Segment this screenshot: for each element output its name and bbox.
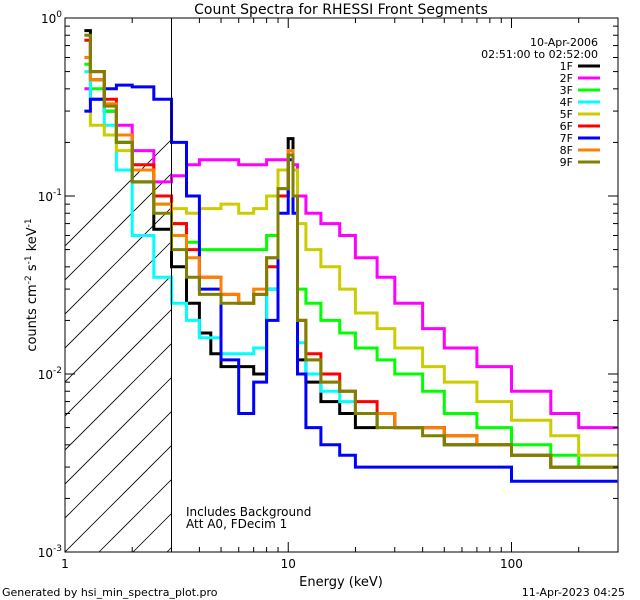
chart-title: Count Spectra for RHESSI Front Segments: [194, 2, 488, 18]
legend-label-2f: 2F: [560, 72, 573, 85]
series-line-2f: [84, 87, 618, 430]
x-axis-label: Energy (keV): [299, 575, 383, 590]
plot-frame: [64, 17, 619, 553]
y-tick-label: 10-1: [38, 188, 62, 204]
y-tick-label: 10-2: [38, 366, 62, 382]
series-layer: [84, 29, 618, 483]
time-range-label: 02:51:00 to 02:52:00: [481, 48, 598, 61]
legend-label-3f: 3F: [560, 84, 573, 97]
legend-label-7f: 7F: [560, 132, 573, 145]
series-line-9f: [84, 33, 618, 469]
axis-ticks: 1 10 100 10-3 10-2 10-1 100: [38, 10, 619, 571]
legend-label-5f: 5F: [560, 108, 573, 121]
x-tick-label: 100: [500, 557, 523, 571]
legend-label-9f: 9F: [560, 156, 573, 169]
legend-label-4f: 4F: [560, 96, 573, 109]
annotation-background: Includes Background: [186, 505, 311, 519]
legend-label-6f: 6F: [560, 120, 573, 133]
date-label: 10-Apr-2006: [530, 36, 598, 49]
y-tick-label: 10-3: [38, 544, 62, 560]
x-tick-label: 1: [61, 557, 69, 571]
footer-timestamp: 11-Apr-2023 04:25: [522, 586, 625, 599]
y-tick-label: 100: [41, 10, 62, 26]
legend-label-1f: 1F: [560, 60, 573, 73]
y-axis-label: counts cm-2 s-1 keV-1: [24, 218, 40, 351]
series-line-7f: [84, 83, 618, 483]
annotation-attenuator: Att A0, FDecim 1: [186, 517, 287, 531]
legend-label-8f: 8F: [560, 144, 573, 157]
footer-generated-by: Generated by hsi_min_spectra_plot.pro: [2, 586, 218, 599]
x-tick-label: 10: [281, 557, 296, 571]
